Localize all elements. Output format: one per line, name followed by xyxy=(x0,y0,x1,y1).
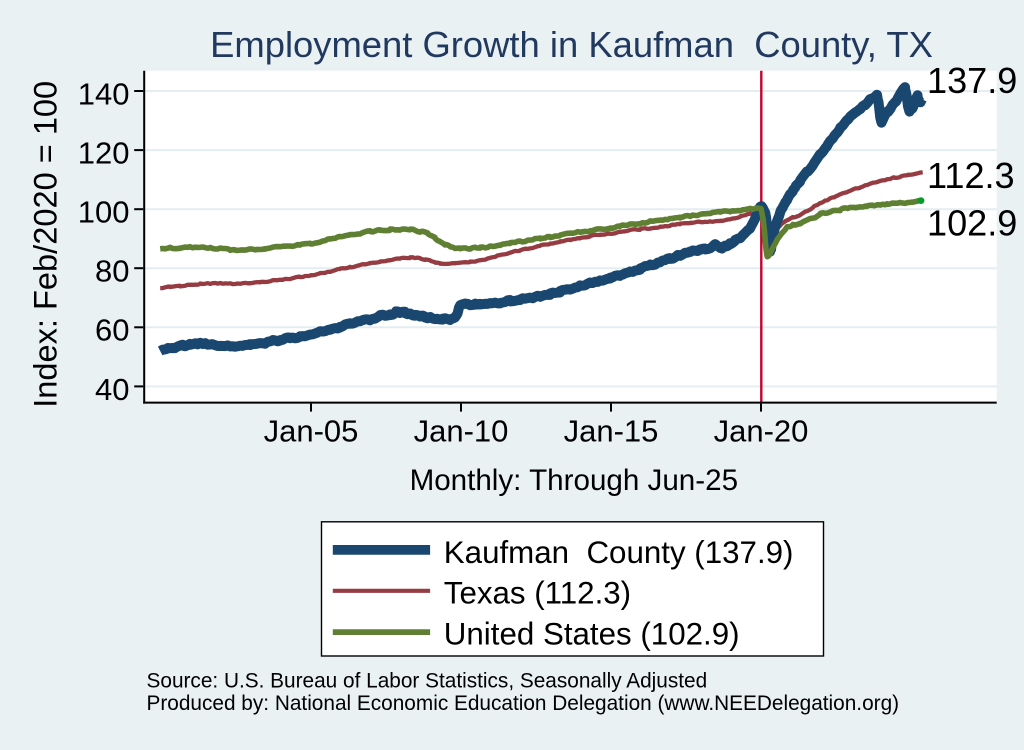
svg-text:Kaufman County (137.9): Kaufman County (137.9) xyxy=(444,535,794,570)
svg-text:Jan-10: Jan-10 xyxy=(414,413,509,448)
svg-text:Index: Feb/2020 = 100: Index: Feb/2020 = 100 xyxy=(27,81,64,408)
svg-text:102.9: 102.9 xyxy=(927,203,1017,244)
svg-text:Source: U.S. Bureau of Labor S: Source: U.S. Bureau of Labor Statistics,… xyxy=(147,669,708,692)
svg-text:137.9: 137.9 xyxy=(927,60,1017,101)
svg-text:Jan-15: Jan-15 xyxy=(564,413,659,448)
svg-text:140: 140 xyxy=(78,76,130,111)
svg-text:Produced by: National Economic: Produced by: National Economic Education… xyxy=(147,692,900,715)
svg-text:Jan-05: Jan-05 xyxy=(264,413,359,448)
svg-text:United States (102.9): United States (102.9) xyxy=(444,617,740,652)
svg-text:80: 80 xyxy=(95,254,129,289)
svg-text:Employment Growth in Kaufman: Employment Growth in Kaufman County, TX xyxy=(210,24,933,65)
svg-text:120: 120 xyxy=(78,136,130,171)
svg-text:Texas (112.3): Texas (112.3) xyxy=(444,576,631,611)
svg-text:40: 40 xyxy=(95,372,129,407)
svg-text:Jan-20: Jan-20 xyxy=(714,413,809,448)
svg-text:Monthly: Through Jun-25: Monthly: Through Jun-25 xyxy=(410,464,738,497)
svg-text:60: 60 xyxy=(95,313,129,348)
svg-text:100: 100 xyxy=(78,195,130,230)
svg-text:112.3: 112.3 xyxy=(927,155,1015,196)
